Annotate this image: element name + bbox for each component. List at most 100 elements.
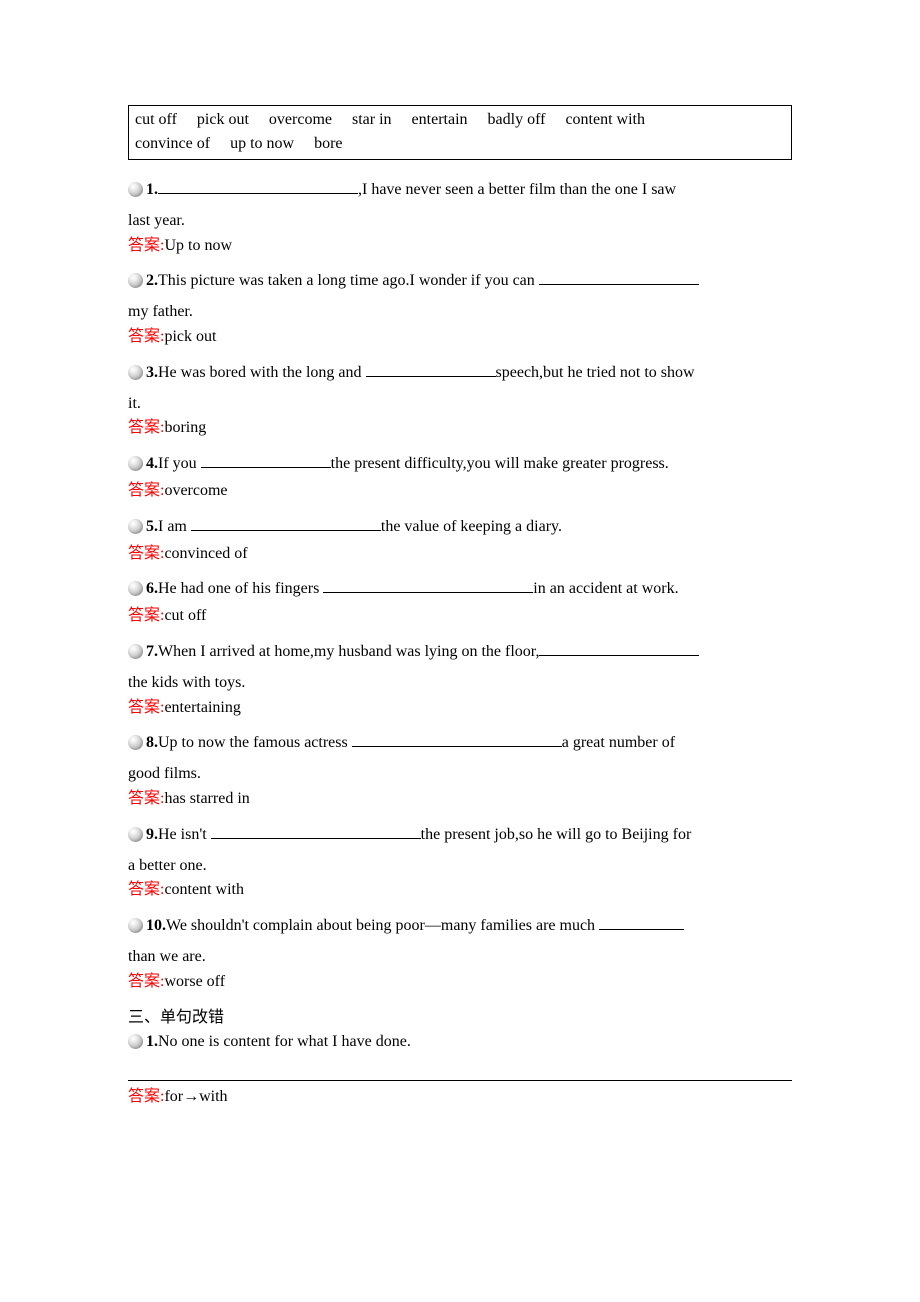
question-content: 7.When I arrived at home,my husband was … [146,640,792,665]
question-number: 1. [146,181,158,198]
question-content: 4.If you the present difficulty,you will… [146,452,792,477]
word-item: bore [314,135,342,152]
answer-line: 答案:Up to now [128,234,792,259]
fill-blank[interactable] [366,361,496,377]
answer-label: 答案: [128,328,164,345]
word-item: star in [352,111,392,128]
correction-line: 1.No one is content for what I have done… [128,1030,792,1055]
question-block: 8.Up to now the famous actress a great n… [128,731,792,811]
fill-blank[interactable] [191,515,381,531]
question-block: 10.We shouldn't complain about being poo… [128,914,792,994]
bullet-icon [128,182,143,197]
word-item: entertain [412,111,468,128]
answer-text: overcome [164,482,227,499]
question-post-text: a great number of [562,734,675,751]
answer-line: 答案:overcome [128,479,792,504]
answer-text: pick out [164,328,216,345]
question-post-text: the value of keeping a diary. [381,518,562,535]
answer-label: 答案: [128,790,164,807]
question-line: 5.I am the value of keeping a diary. [128,515,792,540]
bullet-icon [128,581,143,596]
question-block: 7.When I arrived at home,my husband was … [128,640,792,720]
correction-content: 1.No one is content for what I have done… [146,1030,792,1055]
correction-text: No one is content for what I have done. [158,1033,411,1050]
answer-line: 答案:for→with [128,1085,792,1110]
question-block: 6.He had one of his fingers in an accide… [128,577,792,629]
answer-line: 答案:worse off [128,970,792,995]
question-block: 9.He isn't the present job,so he will go… [128,823,792,903]
question-content: 2.This picture was taken a long time ago… [146,269,792,294]
fill-blank[interactable] [539,269,699,285]
question-number: 1. [146,1033,158,1050]
answer-label: 答案: [128,973,164,990]
answer-line: 答案:boring [128,416,792,441]
question-line: 8.Up to now the famous actress a great n… [128,731,792,756]
answer-label: 答案: [128,1088,164,1105]
bullet-icon [128,1034,143,1049]
question-content: 6.He had one of his fingers in an accide… [146,577,792,602]
answer-label: 答案: [128,881,164,898]
question-content: 5.I am the value of keeping a diary. [146,515,792,540]
question-line: 9.He isn't the present job,so he will go… [128,823,792,848]
bullet-icon [128,365,143,380]
answer-label: 答案: [128,607,164,624]
answer-label: 答案: [128,237,164,254]
question-continuation: last year. [128,209,792,234]
question-block: 3.He was bored with the long and speech,… [128,361,792,441]
bullet-icon [128,918,143,933]
word-bank-box: cut off pick out overcome star in entert… [128,105,792,160]
question-post-text: the present difficulty,you will make gre… [331,455,669,472]
question-line: 4.If you the present difficulty,you will… [128,452,792,477]
answer-text: content with [164,881,244,898]
fill-blank[interactable] [158,178,358,194]
question-content: 1. ,I have never seen a better film than … [146,178,792,203]
question-number: 10. [146,917,166,934]
fill-blank[interactable] [201,452,331,468]
word-item: up to now [230,135,294,152]
question-continuation: good films. [128,762,792,787]
answer-text: convinced of [164,545,247,562]
question-pre-text: This picture was taken a long time ago.I… [158,272,539,289]
question-pre-text: He was bored with the long and [158,364,366,381]
question-number: 3. [146,364,158,381]
question-continuation: the kids with toys. [128,671,792,696]
answer-text: boring [164,419,206,436]
bullet-icon [128,827,143,842]
question-block: 5.I am the value of keeping a diary. 答案:c… [128,515,792,567]
bullet-icon [128,273,143,288]
answer-label: 答案: [128,545,164,562]
question-pre-text: He isn't [158,826,211,843]
correction-blank-line[interactable] [128,1063,792,1081]
answer-label: 答案: [128,419,164,436]
bullet-icon [128,735,143,750]
answer-text: has starred in [164,790,249,807]
question-continuation: a better one. [128,854,792,879]
answer-text: for→with [164,1088,227,1105]
fill-blank[interactable] [599,914,684,930]
answer-text: cut off [164,607,206,624]
answer-line: 答案:content with [128,878,792,903]
question-number: 9. [146,826,158,843]
question-number: 5. [146,518,158,535]
question-pre-text: We shouldn't complain about being poor—m… [166,917,599,934]
question-post-text: ,I have never seen a better film than th… [358,181,676,198]
fill-blank[interactable] [323,577,533,593]
question-line: 2.This picture was taken a long time ago… [128,269,792,294]
word-item: convince of [135,135,210,152]
fill-blank[interactable] [211,823,421,839]
question-block: 2.This picture was taken a long time ago… [128,269,792,349]
question-content: 9.He isn't the present job,so he will go… [146,823,792,848]
word-item: pick out [197,111,249,128]
fill-blank[interactable] [539,640,699,656]
question-pre-text: He had one of his fingers [158,580,323,597]
word-item: cut off [135,111,177,128]
fill-blank[interactable] [352,731,562,747]
bullet-icon [128,644,143,659]
question-post-text: the present job,so he will go to Beijing… [421,826,692,843]
question-pre-text: Up to now the famous actress [158,734,352,751]
question-content: 8.Up to now the famous actress a great n… [146,731,792,756]
answer-label: 答案: [128,482,164,499]
question-continuation: my father. [128,300,792,325]
answer-label: 答案: [128,699,164,716]
word-item: overcome [269,111,332,128]
